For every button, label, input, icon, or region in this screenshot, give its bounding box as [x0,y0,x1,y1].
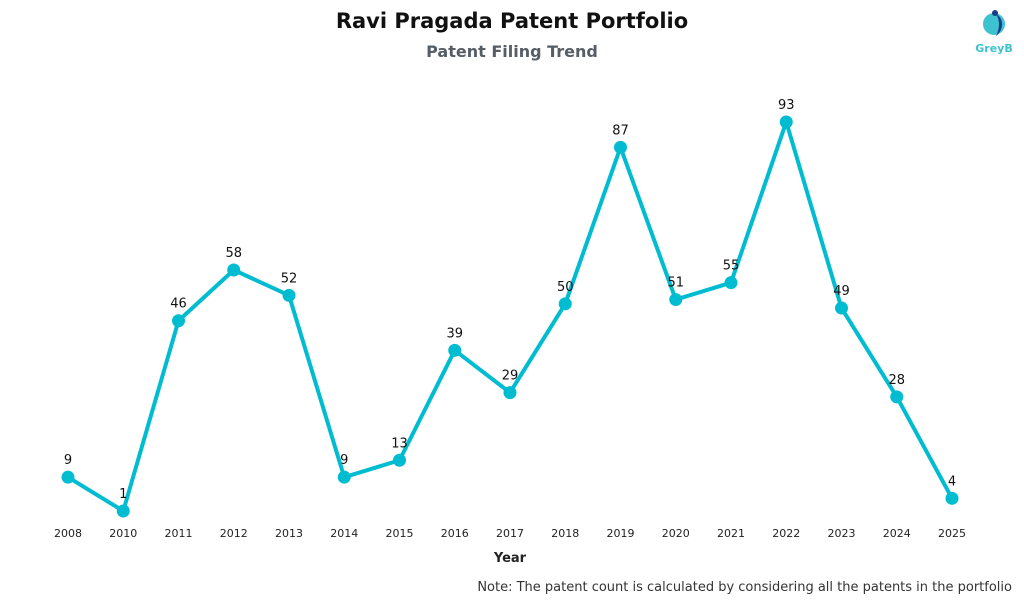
data-point [890,390,903,403]
data-label: 49 [833,284,850,299]
x-tick-label: 2010 [109,527,137,540]
x-tick-label: 2013 [275,527,303,540]
data-label: 50 [557,280,574,295]
data-label: 13 [391,436,408,451]
data-label: 46 [170,297,187,312]
x-tick-label: 2017 [496,527,524,540]
data-label: 87 [612,123,629,138]
x-tick-label: 2022 [772,527,800,540]
x-axis-label: Year [493,551,527,566]
data-label: 58 [225,246,242,261]
data-point [559,297,572,310]
data-point [172,314,185,327]
x-tick-label: 2014 [330,527,358,540]
data-label: 52 [281,271,298,286]
data-label: 29 [502,369,519,384]
series-line [68,122,952,511]
data-point [614,141,627,154]
footnote: Note: The patent count is calculated by … [477,580,1012,595]
data-point [117,505,130,518]
x-tick-label: 2025 [938,527,966,540]
data-point [669,293,682,306]
data-point [780,116,793,129]
data-label: 4 [948,474,956,489]
x-tick-label: 2011 [165,527,193,540]
data-point [283,289,296,302]
data-label: 93 [778,98,795,113]
data-point [227,263,240,276]
x-tick-label: 2020 [662,527,690,540]
data-label: 9 [340,453,348,468]
data-point [835,302,848,315]
x-tick-label: 2016 [441,527,469,540]
data-label: 55 [723,259,740,274]
x-tick-label: 2024 [883,527,911,540]
data-label: 51 [667,276,684,291]
x-tick-label: 2008 [54,527,82,540]
x-tick-label: 2021 [717,527,745,540]
data-point [946,492,959,505]
data-label: 28 [888,373,905,388]
data-point [725,276,738,289]
data-label: 9 [64,453,72,468]
x-tick-label: 2018 [551,527,579,540]
x-tick-label: 2023 [828,527,856,540]
data-point [393,454,406,467]
data-point [62,471,75,484]
data-point [448,344,461,357]
data-point [338,471,351,484]
data-label: 39 [446,326,463,341]
data-label: 1 [119,487,127,502]
x-tick-label: 2019 [607,527,635,540]
x-tick-label: 2015 [386,527,414,540]
x-tick-label: 2012 [220,527,248,540]
data-point [504,386,517,399]
